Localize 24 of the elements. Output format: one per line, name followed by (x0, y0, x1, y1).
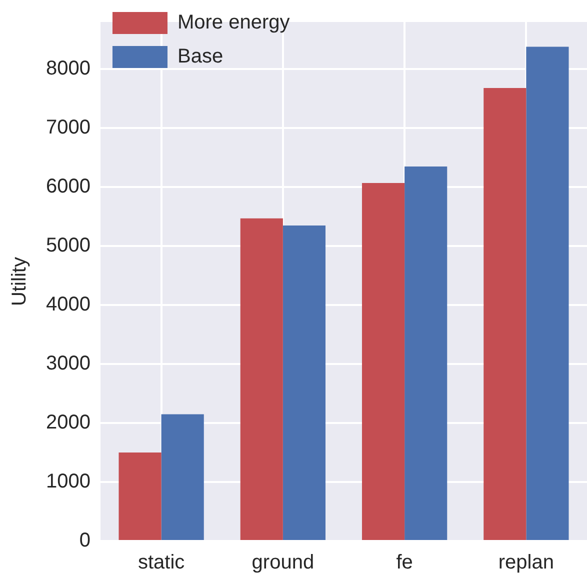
y-axis-title: Utility (8, 257, 31, 306)
bar (118, 452, 162, 540)
y-tick-label: 7000 (46, 116, 90, 139)
bar (240, 218, 283, 540)
x-tick-label: fe (396, 552, 413, 574)
bar (404, 166, 448, 540)
y-tick-label: 8000 (46, 58, 90, 80)
legend-label: More energy (177, 12, 290, 34)
y-tick-label: 2000 (46, 412, 90, 434)
y-tick-label: 3000 (46, 352, 90, 375)
legend-label: Base (177, 46, 224, 68)
y-tick-label: 1000 (46, 470, 90, 493)
x-tick-label: ground (252, 552, 314, 574)
y-tick-label: 4000 (46, 294, 90, 316)
x-tick-label: static (138, 552, 185, 574)
x-tick-label: replan (498, 552, 554, 574)
bar (362, 183, 405, 540)
bar (161, 414, 204, 540)
bar (282, 225, 326, 540)
y-tick-label: 6000 (46, 176, 90, 198)
bar (484, 88, 526, 540)
bar (526, 46, 569, 540)
y-tick-label: 0 (79, 530, 90, 552)
y-tick-label: 5000 (46, 234, 90, 257)
